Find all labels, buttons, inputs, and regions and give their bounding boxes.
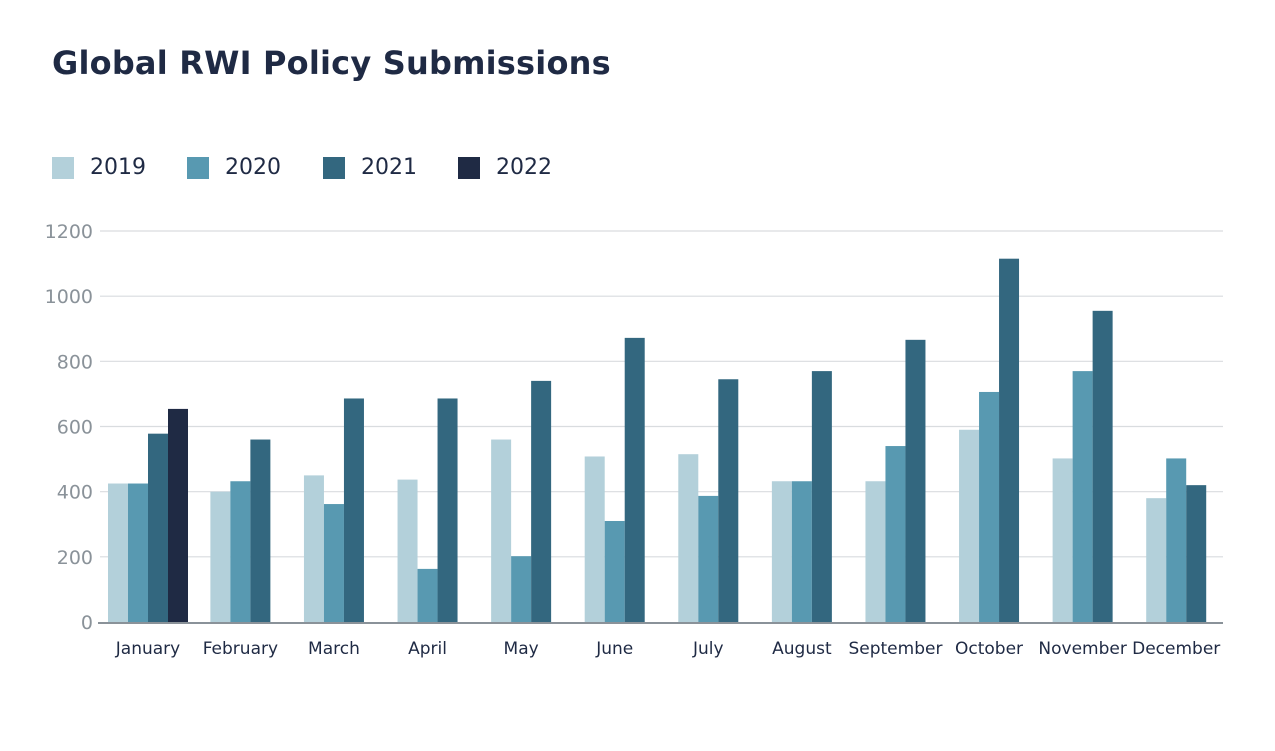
y-tick-label-600: 600 [57, 417, 93, 439]
x-tick-label-march: March [308, 639, 360, 659]
bar-december-2020 [1166, 458, 1187, 622]
y-tick-label-200: 200 [57, 547, 93, 569]
bar-october-2019 [959, 429, 980, 622]
x-tick-label-july: July [692, 639, 724, 659]
x-tick-label-january: January [115, 639, 180, 659]
bar-december-2019 [1146, 498, 1167, 622]
bar-june-2021 [624, 337, 645, 622]
x-tick-label-october: October [955, 639, 1023, 659]
bar-may-2019 [491, 439, 512, 622]
bar-july-2020 [698, 495, 719, 622]
legend-swatch-2019 [52, 157, 74, 179]
bar-february-2019 [210, 491, 231, 622]
bar-june-2019 [584, 456, 605, 622]
x-tick-label-november: November [1038, 639, 1126, 659]
bar-november-2019 [1052, 458, 1073, 622]
x-tick-label-february: February [203, 639, 278, 659]
bar-march-2021 [343, 398, 364, 622]
y-tick-label-1200: 1200 [45, 221, 93, 243]
x-tick-label-december: December [1132, 639, 1220, 659]
bar-may-2021 [531, 380, 552, 622]
bar-september-2019 [865, 481, 886, 622]
bar-december-2021 [1186, 485, 1207, 622]
legend-swatch-2021 [323, 157, 345, 179]
bar-november-2020 [1072, 371, 1093, 622]
bar-may-2020 [511, 556, 532, 622]
bar-august-2020 [791, 481, 812, 622]
bar-april-2021 [437, 398, 458, 622]
legend-swatch-2020 [187, 157, 209, 179]
y-tick-label-1000: 1000 [45, 286, 93, 308]
bar-january-2020 [128, 483, 148, 622]
legend-label-2022: 2022 [496, 155, 552, 180]
bar-april-2020 [417, 568, 438, 622]
bar-august-2021 [811, 371, 832, 622]
x-tick-label-august: August [772, 639, 832, 659]
legend-label-2020: 2020 [225, 155, 281, 180]
x-tick-label-june: June [595, 639, 633, 659]
bar-september-2021 [905, 339, 926, 622]
x-tick-label-september: September [848, 639, 942, 659]
bar-september-2020 [885, 446, 906, 622]
bar-july-2019 [678, 454, 699, 622]
legend-label-2019: 2019 [90, 155, 146, 180]
x-axis-ticks: January February March April May June July Augu… [115, 639, 1221, 659]
bar-january-2021 [148, 433, 168, 622]
bar-february-2020 [230, 481, 251, 622]
bar-february-2021 [250, 439, 271, 622]
bar-august-2019 [771, 481, 792, 622]
bars [108, 258, 1207, 622]
legend-swatch-2022 [458, 157, 480, 179]
chart-title: Global RWI Policy Submissions [52, 44, 611, 82]
bar-march-2020 [323, 504, 344, 622]
bar-october-2020 [979, 391, 1000, 622]
bar-april-2019 [397, 479, 418, 622]
y-tick-label-800: 800 [57, 351, 93, 373]
bar-july-2021 [718, 379, 739, 622]
bar-october-2021 [999, 258, 1020, 622]
y-tick-label-400: 400 [57, 482, 93, 504]
gridlines [100, 230, 1223, 558]
bar-march-2019 [303, 475, 324, 622]
legend-label-2021: 2021 [361, 155, 417, 180]
x-tick-label-april: April [408, 639, 447, 659]
x-tick-label-may: May [504, 639, 539, 659]
bar-january-2022 [168, 408, 188, 622]
y-axis-ticks: 0 200 400 600 800 1000 1200 [45, 221, 93, 634]
bar-november-2021 [1092, 310, 1113, 622]
bar-january-2019 [108, 483, 128, 622]
bar-june-2020 [604, 520, 625, 622]
y-tick-label-0: 0 [81, 612, 93, 634]
